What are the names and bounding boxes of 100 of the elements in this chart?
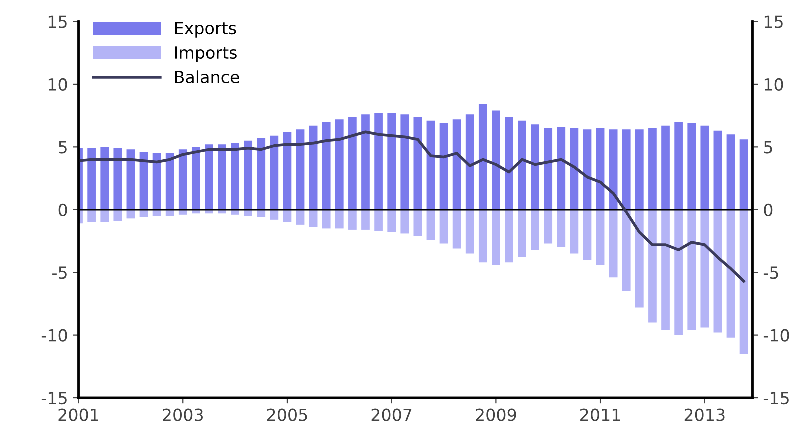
y-tick-label: -15 [42, 392, 67, 405]
bar [531, 210, 540, 250]
bar [609, 130, 618, 210]
bar [662, 210, 670, 330]
y2-tick-label: 5 [764, 141, 772, 154]
x-tick-label: 2005 [267, 408, 308, 422]
bar [114, 210, 122, 222]
bar [192, 147, 200, 210]
bar [283, 132, 292, 210]
bar [218, 144, 226, 210]
x-tick-label: 2009 [476, 408, 516, 422]
bar [505, 117, 514, 210]
bar [100, 147, 110, 210]
line-series [78, 130, 746, 283]
y2-tick-label: 15 [764, 16, 783, 28]
bar [388, 210, 396, 232]
y2-tick-label: -10 [764, 329, 790, 342]
bar [114, 148, 122, 210]
bar [674, 122, 683, 210]
bar [714, 210, 722, 333]
bar [714, 130, 722, 210]
bar [557, 210, 566, 248]
x-tick-label: 2011 [580, 408, 620, 422]
bar [400, 114, 410, 210]
bar [740, 140, 748, 210]
bar [100, 210, 110, 222]
bar [636, 130, 644, 210]
x-tick-label: 2003 [163, 408, 203, 422]
bar [231, 210, 240, 215]
legend-label: Exports [175, 22, 236, 38]
bar [362, 210, 370, 230]
bar [492, 210, 500, 266]
bar [88, 148, 96, 210]
bar [518, 210, 526, 258]
bar [88, 210, 96, 222]
bar [466, 114, 474, 210]
x-tick-label: 2013 [684, 408, 725, 422]
bar [740, 210, 748, 354]
bar [726, 134, 736, 210]
bar [688, 123, 696, 210]
bar [348, 210, 357, 230]
bar [700, 126, 710, 210]
bar [452, 210, 462, 249]
y-tick-label: 15 [48, 16, 67, 28]
bar [478, 104, 488, 210]
x-tick-label: 2001 [58, 408, 98, 422]
bar [374, 113, 383, 210]
bar [583, 130, 592, 210]
bar [518, 120, 526, 210]
bar [257, 138, 266, 210]
y2-tick-label: 0 [764, 204, 773, 216]
y-tick-label: 0 [58, 204, 68, 216]
legend-label: Imports [175, 46, 237, 62]
bar [622, 130, 631, 210]
bar [178, 210, 188, 215]
bar [557, 127, 566, 210]
bar [140, 152, 148, 210]
bar [440, 210, 448, 244]
bar [309, 210, 318, 228]
x-tick-label: 2007 [372, 408, 412, 422]
y2-tick-label: 10 [764, 78, 784, 92]
bar [348, 117, 357, 210]
bar [257, 210, 266, 218]
bar [440, 123, 448, 210]
bar [322, 210, 331, 229]
bar [270, 136, 279, 210]
bar [596, 210, 605, 266]
bar [414, 210, 422, 236]
bar [296, 210, 305, 225]
bar [583, 210, 592, 260]
bar [335, 210, 344, 229]
bar [531, 124, 540, 210]
bar [426, 210, 436, 240]
bar [570, 210, 579, 254]
bar [244, 140, 253, 210]
bar [726, 210, 736, 338]
y-tick-label: -10 [42, 329, 68, 342]
bar [544, 210, 553, 244]
bar [478, 210, 488, 263]
bar [296, 130, 305, 210]
bar [388, 113, 396, 210]
bar [452, 120, 462, 210]
y-tick-label: 5 [59, 141, 67, 154]
bar [700, 210, 710, 328]
bar [674, 210, 683, 336]
bar [622, 210, 631, 292]
bar [648, 128, 657, 210]
legend-label: Balance [175, 70, 240, 84]
y-tick-label: -5 [52, 266, 67, 280]
bar [544, 128, 553, 210]
bar [492, 110, 500, 210]
bar [570, 128, 579, 210]
bar [309, 126, 318, 210]
bar [636, 210, 644, 308]
bar [178, 150, 188, 210]
bar [322, 122, 331, 210]
bar [362, 114, 370, 210]
bar [283, 210, 292, 222]
bar [648, 210, 657, 323]
bar [205, 144, 214, 210]
